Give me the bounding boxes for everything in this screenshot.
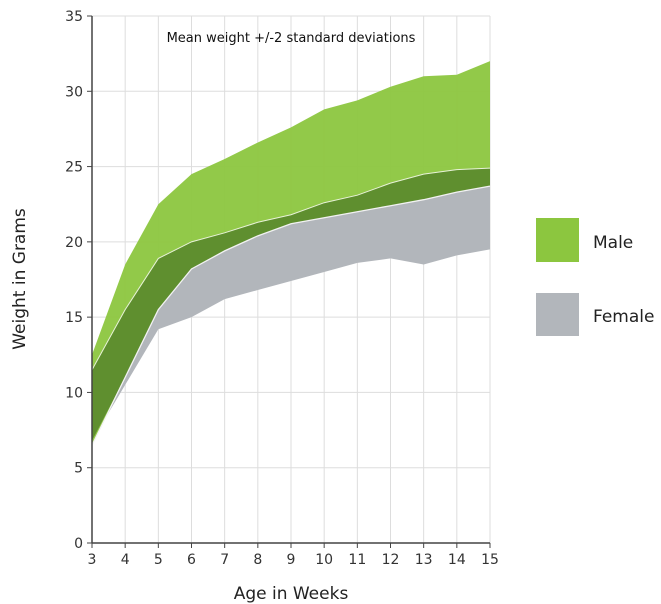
y-tick-label: 15	[65, 310, 83, 326]
series-areas	[91, 61, 491, 446]
chart-title: Mean weight +/-2 standard deviations	[167, 31, 416, 46]
series-edge-male-lower	[91, 185, 491, 446]
y-tick-label: 10	[65, 385, 83, 401]
y-tick-label: 0	[74, 536, 83, 552]
y-axis-title: Weight in Grams	[10, 208, 30, 350]
y-tick-label: 25	[65, 160, 83, 176]
x-tick-label: 4	[121, 552, 130, 568]
x-tick-label: 11	[348, 552, 366, 568]
x-axis-title: Age in Weeks	[234, 584, 349, 604]
x-tick-label: 15	[481, 552, 499, 568]
series-band-male	[92, 61, 490, 446]
x-tick-label: 12	[382, 552, 400, 568]
legend-swatch-female	[536, 293, 579, 336]
series-band-overlap	[92, 168, 490, 441]
x-tick-label: 5	[154, 552, 163, 568]
y-tick-label: 30	[65, 84, 83, 100]
x-tick-label: 7	[220, 552, 229, 568]
series-edge-female-upper	[91, 167, 491, 371]
legend-label-male: Male	[593, 233, 633, 253]
x-tick-label: 10	[315, 552, 333, 568]
tick-labels: 3 4 5 6 7 8 9 10 11 12 13 14 15 0 5 10 15 20 25 30 35	[65, 9, 499, 568]
y-tick-label: 5	[74, 461, 83, 477]
x-tick-label: 3	[88, 552, 97, 568]
x-tick-label: 8	[253, 552, 262, 568]
x-tick-label: 6	[187, 552, 196, 568]
x-tick-label: 14	[448, 552, 466, 568]
y-tick-label: 35	[65, 9, 83, 25]
x-tick-label: 13	[415, 552, 433, 568]
legend-swatch-male	[536, 218, 579, 262]
y-tick-label: 20	[65, 235, 83, 251]
axes	[87, 15, 491, 548]
legend: Male Female	[536, 218, 654, 336]
x-tick-label: 9	[287, 552, 296, 568]
series-band-female	[92, 168, 490, 441]
legend-label-female: Female	[593, 307, 654, 327]
